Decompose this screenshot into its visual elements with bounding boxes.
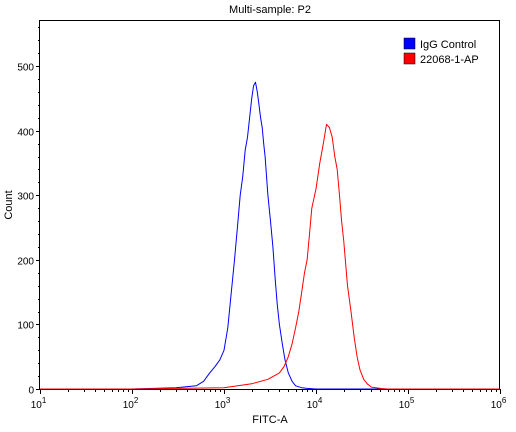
chart-title: Multi-sample: P2 [229,4,311,16]
x-axis: 101 102 103 104 105 106 [31,389,507,411]
x-tick-label: 104 [307,396,323,411]
y-tick-label: 300 [17,192,34,203]
legend-label: 22068-1-AP [420,54,479,66]
x-tick-label: 106 [491,396,507,411]
y-axis-label: Count [3,190,15,219]
y-tick-label: 0 [28,386,34,397]
y-tick-label: 500 [17,63,34,74]
y-axis: 0 100 200 300 400 500 [17,27,40,397]
legend: IgG Control 22068-1-AP [403,37,479,66]
legend-label: IgG Control [420,39,476,51]
legend-swatch [403,37,416,50]
x-axis-label: FITC-A [252,414,288,426]
y-tick-label: 200 [17,257,34,268]
y-tick-label: 400 [17,128,34,139]
x-tick-label: 105 [399,396,415,411]
x-tick-label: 101 [31,396,47,411]
y-tick-label: 100 [17,321,34,332]
legend-swatch [403,52,416,65]
series-layer [40,81,500,390]
plot-frame [39,20,500,390]
series-line-2 [40,123,500,390]
x-tick-label: 103 [215,396,231,411]
series-line-1 [40,81,500,390]
x-tick-label: 102 [123,396,139,411]
